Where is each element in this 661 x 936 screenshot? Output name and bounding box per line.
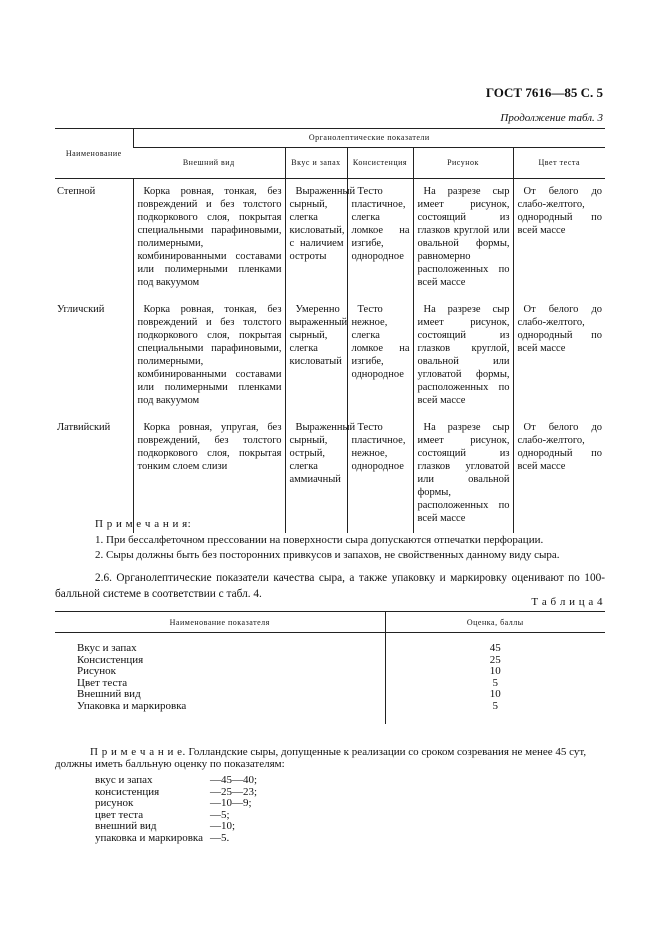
grade-label: консистенция xyxy=(95,785,160,798)
grade-label: внешний вид xyxy=(95,820,157,832)
cell: Выраженный сырный, слегка кисловатый, с … xyxy=(284,178,355,297)
notes-title: П р и м е ч а н и я: xyxy=(95,518,192,530)
table-3: Наименование Органолептические показател… xyxy=(55,128,606,533)
indicator-name: Упаковка и маркировка xyxy=(55,700,386,724)
cell: Умеренно выраженный сырный, слегка кисло… xyxy=(284,297,347,415)
table-row: Рисунок 10 xyxy=(55,665,605,678)
note-item: 1. При бессалфеточном прессовании на пов… xyxy=(95,534,544,546)
col-header: Консистенция xyxy=(346,147,413,179)
col-group-header: Органолептические показатели xyxy=(132,128,606,148)
note-item: 2. Сыры должны быть без посторонних прив… xyxy=(95,549,560,561)
grade-item: цвет теста —5; xyxy=(95,808,257,822)
col-header-name: Наименование xyxy=(55,128,133,179)
indicator-name: Цвет теста xyxy=(55,677,386,689)
score: 10 xyxy=(489,665,501,677)
score: 25 xyxy=(489,653,501,666)
note-dutch-cheese: П р и м е ч а н и е. Голландские сыры, д… xyxy=(55,746,605,770)
grade-label: упаковка и маркировка xyxy=(95,831,203,844)
cell: Тесто пластичное, нежное, однородное xyxy=(346,415,413,533)
grade-value: —25—23; xyxy=(210,785,258,798)
score: 5 xyxy=(492,699,499,712)
note-label: П р и м е ч а н и е. xyxy=(90,746,186,758)
paragraph-2-6: 2.6. Органолептические показатели качест… xyxy=(55,572,605,600)
cell: Выраженный сырный, острый, слегка аммиач… xyxy=(284,415,355,533)
col-header: Цвет теста xyxy=(512,147,606,179)
col-header: Наименование показателя xyxy=(55,611,386,633)
score: 5 xyxy=(492,676,499,689)
grade-item: рисунок —10—9; xyxy=(95,797,257,810)
table-row: Цвет теста 5 xyxy=(55,676,605,689)
indicator-name: Консистенция xyxy=(55,654,386,666)
grade-item: внешний вид —10; xyxy=(95,820,257,833)
table-row: Латвийский Корка ровная, упругая, без пов… xyxy=(55,415,606,533)
cell: Тесто нежное, слегка ломкое на изгибе, о… xyxy=(346,297,413,415)
col-header: Внешний вид xyxy=(133,147,285,179)
grade-item: вкус и запах —45—40; xyxy=(95,774,258,787)
grade-label: вкус и запах xyxy=(95,774,153,786)
cell: От белого до слабо-желтого, однородный п… xyxy=(512,178,606,297)
cell: От белого до слабо-желтого, однородный п… xyxy=(512,297,606,415)
grade-value: —5. xyxy=(210,831,230,844)
table-row: Вкус и запах 45 xyxy=(55,632,605,655)
cheese-name: Степной xyxy=(57,186,96,197)
table-continuation: Продолжение табл. 3 xyxy=(500,112,603,124)
table-row: Консистенция 25 xyxy=(55,653,605,666)
grade-value: —10; xyxy=(210,820,236,832)
grade-value: —10—9; xyxy=(210,797,252,809)
score: 10 xyxy=(489,688,501,700)
cheese-name: Латвийский xyxy=(57,422,111,433)
grade-list: вкус и запах —45—40; консистенция —25—23; ри… xyxy=(95,774,258,845)
grade-item: консистенция —25—23; xyxy=(95,785,258,799)
grade-item: упаковка и маркировка —5. xyxy=(95,831,257,845)
grade-value: —5; xyxy=(210,808,230,821)
col-header: Рисунок xyxy=(412,147,513,179)
table-row: Внешний вид 10 xyxy=(55,688,605,701)
table-4: Наименование показателя Оценка, баллы Вку… xyxy=(55,611,605,724)
table-row: Степной Корка ровная, тонкая, без поврежд… xyxy=(55,178,606,297)
cell: Тесто пластичное, слегка ломкое на изгиб… xyxy=(346,178,413,297)
page-header: ГОСТ 7616—85 С. 5 xyxy=(485,85,603,100)
cheese-name: Угличский xyxy=(57,304,105,315)
grade-label: рисунок xyxy=(95,797,134,809)
cell: На разрезе сыр имеет рисунок, состоящий … xyxy=(412,297,513,415)
score: 45 xyxy=(489,642,501,654)
cell: От белого до слабо-желтого, однородный п… xyxy=(512,415,606,533)
cell: Корка ровная, тонкая, без повреждений и … xyxy=(132,297,285,415)
table-4-caption: Т а б л и ц а 4 xyxy=(531,596,603,608)
cell: На разрезе сыр имеет рисунок, состоящий … xyxy=(412,178,513,297)
indicator-name: Рисунок xyxy=(55,665,386,678)
table-row: Упаковка и маркировка 5 xyxy=(55,699,605,724)
table-row: Угличский Корка ровная, тонкая, без повре… xyxy=(55,297,606,415)
col-header: Вкус и запах xyxy=(284,147,347,179)
col-header: Оценка, баллы xyxy=(385,611,605,633)
note-text: Голландские сыры, допущенные к реализаци… xyxy=(55,746,587,770)
cell: На разрезе сыр имеет рисунок, состоящий … xyxy=(412,415,513,533)
indicator-name: Внешний вид xyxy=(55,688,386,701)
cell: Корка ровная, упругая, без повреждений, … xyxy=(132,415,285,533)
cell: Корка ровная, тонкая, без повреждений и … xyxy=(132,178,285,297)
grade-value: —45—40; xyxy=(210,774,258,786)
grade-label: цвет теста xyxy=(95,808,144,821)
indicator-name: Вкус и запах xyxy=(55,632,386,655)
